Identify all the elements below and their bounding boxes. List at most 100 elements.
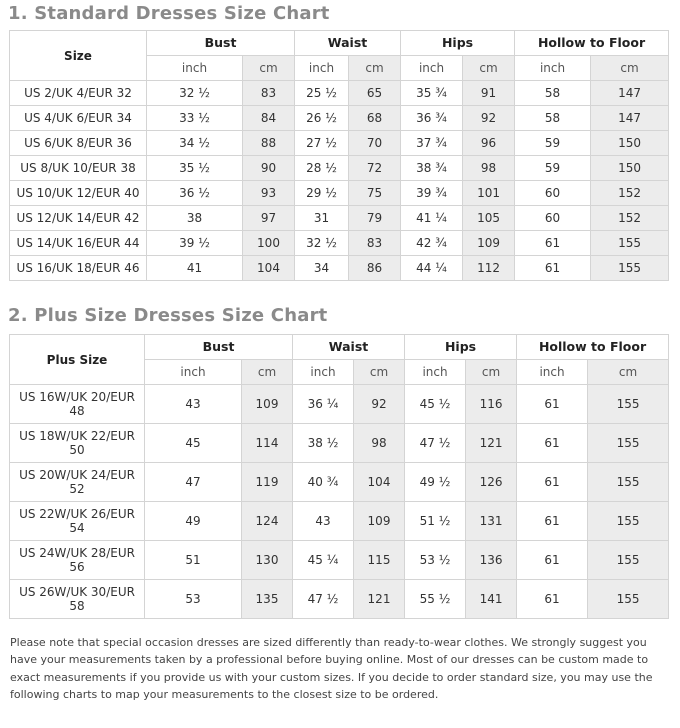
inch-value: 42 ¾: [400, 230, 464, 256]
inch-value: 58: [514, 80, 592, 106]
cm-value: 147: [590, 80, 670, 106]
size-label: US 6/UK 8/EUR 36: [9, 130, 147, 156]
inch-value: 45 ½: [404, 384, 467, 424]
cm-value: 152: [590, 205, 670, 231]
cm-value: 86: [347, 255, 402, 281]
inch-value: 51: [144, 540, 242, 580]
plus-size-rows: US 16W/UK 20/EUR 48 43 109 36 ¼ 92 45 ½ 116 61 1…: [9, 384, 670, 619]
inch-value: 28 ½: [294, 155, 349, 181]
inch-value: 27 ½: [294, 130, 349, 156]
cm-value: 135: [241, 579, 293, 619]
unit-inch: inch: [404, 359, 467, 385]
cm-value: 65: [347, 80, 402, 106]
inch-value: 55 ½: [404, 579, 467, 619]
size-label: US 24W/UK 28/EUR 56: [9, 540, 145, 580]
table-row: US 22W/UK 26/EUR 54 49 124 43 109 51 ½ 131 61 15…: [9, 501, 670, 541]
size-label: US 14/UK 16/EUR 44: [9, 230, 147, 256]
size-label: US 22W/UK 26/EUR 54: [9, 501, 145, 541]
size-label: US 2/UK 4/EUR 32: [9, 80, 147, 106]
unit-cm: cm: [241, 359, 293, 385]
cm-value: 98: [462, 155, 516, 181]
cm-value: 155: [587, 462, 670, 502]
inch-value: 37 ¾: [400, 130, 464, 156]
inch-value: 45 ¼: [292, 540, 354, 580]
size-column-header: Size: [9, 30, 147, 81]
inch-value: 49: [144, 501, 242, 541]
cm-value: 150: [590, 155, 670, 181]
inch-value: 61: [516, 384, 589, 424]
unit-inch: inch: [144, 359, 242, 385]
cm-value: 109: [462, 230, 516, 256]
cm-value: 112: [462, 255, 516, 281]
size-label: US 4/UK 6/EUR 34: [9, 105, 147, 131]
table-row: US 2/UK 4/EUR 32 32 ½ 83 25 ½ 65 35 ¾ 91 58 147: [9, 80, 670, 106]
inch-value: 32 ½: [294, 230, 349, 256]
cm-value: 131: [465, 501, 518, 541]
inch-value: 47: [144, 462, 242, 502]
cm-value: 155: [587, 540, 670, 580]
inch-value: 43: [144, 384, 242, 424]
cm-value: 150: [590, 130, 670, 156]
cm-value: 91: [462, 80, 516, 106]
inch-value: 43: [292, 501, 354, 541]
inch-value: 25 ½: [294, 80, 349, 106]
cm-value: 101: [462, 180, 516, 206]
unit-cm: cm: [590, 55, 670, 81]
inch-value: 45: [144, 423, 242, 463]
cm-value: 124: [241, 501, 293, 541]
cm-value: 72: [347, 155, 402, 181]
inch-value: 36 ½: [146, 180, 243, 206]
cm-value: 93: [242, 180, 295, 206]
inch-value: 31: [294, 205, 349, 231]
plus-size-column-header: Plus Size: [9, 334, 145, 385]
inch-value: 35 ½: [146, 155, 243, 181]
unit-cm: cm: [242, 55, 295, 81]
unit-inch: inch: [146, 55, 243, 81]
cm-value: 155: [587, 501, 670, 541]
unit-inch: inch: [516, 359, 589, 385]
unit-cm: cm: [465, 359, 518, 385]
inch-value: 34: [294, 255, 349, 281]
cm-value: 90: [242, 155, 295, 181]
inch-value: 39 ½: [146, 230, 243, 256]
cm-value: 147: [590, 105, 670, 131]
size-label: US 18W/UK 22/EUR 50: [9, 423, 145, 463]
hips-header: Hips: [404, 334, 518, 360]
inch-value: 38 ¾: [400, 155, 464, 181]
size-label: US 20W/UK 24/EUR 52: [9, 462, 145, 502]
cm-value: 104: [242, 255, 295, 281]
cm-value: 114: [241, 423, 293, 463]
plus-size-table: Plus Size Bust Waist Hips Hollow to Floo…: [9, 334, 670, 619]
size-label: US 10/UK 12/EUR 40: [9, 180, 147, 206]
inch-value: 41: [146, 255, 243, 281]
cm-value: 126: [465, 462, 518, 502]
standard-chart-title: 1. Standard Dresses Size Chart: [8, 3, 330, 24]
inch-value: 34 ½: [146, 130, 243, 156]
inch-value: 61: [516, 462, 589, 502]
size-label: US 16W/UK 20/EUR 48: [9, 384, 145, 424]
cm-value: 155: [587, 579, 670, 619]
unit-inch: inch: [400, 55, 464, 81]
cm-value: 100: [242, 230, 295, 256]
inch-value: 40 ¾: [292, 462, 354, 502]
table-row: US 4/UK 6/EUR 34 33 ½ 84 26 ½ 68 36 ¾ 92 58 147: [9, 105, 670, 131]
inch-value: 41 ¼: [400, 205, 464, 231]
size-label: US 16/UK 18/EUR 46: [9, 255, 147, 281]
cm-value: 88: [242, 130, 295, 156]
unit-cm: cm: [462, 55, 516, 81]
inch-value: 59: [514, 155, 592, 181]
inch-value: 38: [146, 205, 243, 231]
standard-size-rows: US 2/UK 4/EUR 32 32 ½ 83 25 ½ 65 35 ¾ 91 58 147 U…: [9, 80, 670, 281]
inch-value: 44 ¼: [400, 255, 464, 281]
table-row: US 8/UK 10/EUR 38 35 ½ 90 28 ½ 72 38 ¾ 98 59 150: [9, 155, 670, 181]
inch-value: 61: [514, 255, 592, 281]
table-row: US 10/UK 12/EUR 40 36 ½ 93 29 ½ 75 39 ¾ 101 60 1…: [9, 180, 670, 206]
inch-value: 35 ¾: [400, 80, 464, 106]
cm-value: 79: [347, 205, 402, 231]
cm-value: 130: [241, 540, 293, 580]
cm-value: 96: [462, 130, 516, 156]
unit-inch: inch: [514, 55, 592, 81]
cm-value: 141: [465, 579, 518, 619]
inch-value: 38 ½: [292, 423, 354, 463]
table-row: US 24W/UK 28/EUR 56 51 130 45 ¼ 115 53 ½ 136 61…: [9, 540, 670, 580]
